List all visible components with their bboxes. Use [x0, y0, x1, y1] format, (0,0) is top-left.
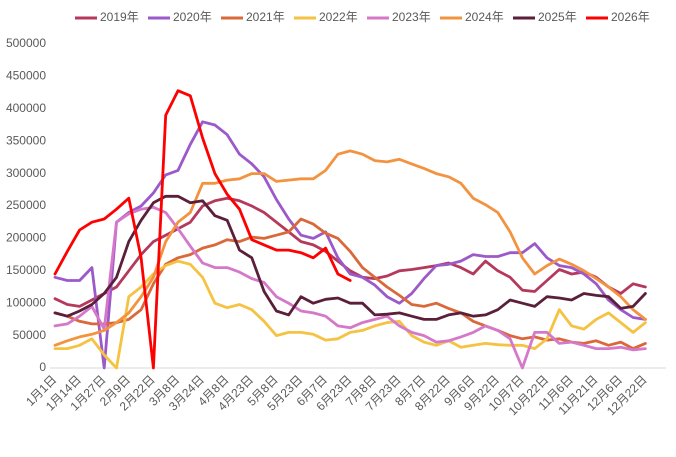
legend-label: 2020年 [173, 10, 212, 24]
y-tick-label: 100000 [6, 295, 46, 309]
series-line [53, 149, 647, 347]
legend-label: 2024年 [465, 10, 504, 24]
y-tick-label: 500000 [6, 36, 46, 50]
legend-label: 2022年 [319, 10, 358, 24]
legend-label: 2025年 [538, 10, 577, 24]
legend-label: 2019年 [100, 10, 139, 24]
series-line [53, 205, 647, 370]
series-line [53, 196, 647, 308]
y-tick-label: 200000 [6, 231, 46, 245]
y-tick-label: 150000 [6, 263, 46, 277]
y-tick-label: 450000 [6, 69, 46, 83]
y-tick-label: 400000 [6, 101, 46, 115]
y-tick-label: 50000 [13, 328, 47, 342]
legend-label: 2026年 [611, 10, 650, 24]
y-tick-label: 300000 [6, 166, 46, 180]
y-tick-label: 0 [39, 360, 46, 374]
legend-label: 2021年 [246, 10, 285, 24]
series-line [53, 89, 352, 370]
y-tick-label: 250000 [6, 198, 46, 212]
legend-label: 2023年 [392, 10, 431, 24]
series-line [53, 120, 647, 370]
y-tick-label: 350000 [6, 133, 46, 147]
series-line [53, 194, 647, 321]
